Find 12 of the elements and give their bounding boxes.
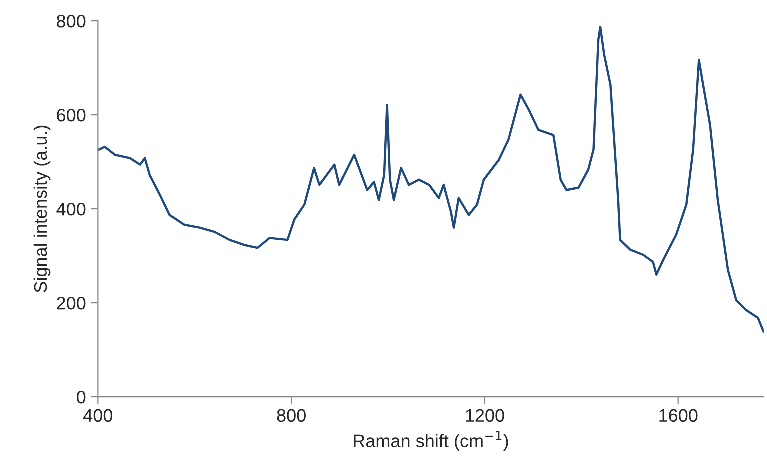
y-tick-label: 400	[56, 202, 86, 216]
x-tick-label: 800	[277, 409, 306, 422]
x-tick-label: 1600	[660, 409, 698, 422]
line-series	[98, 26, 764, 334]
y-tick-label: 800	[57, 15, 86, 28]
x-axis-title: Raman shift (cm$^{−1}$)	[354, 431, 508, 452]
y-tick-label: 0	[77, 390, 86, 404]
x-tick-label: 400	[84, 409, 113, 422]
x-tick-label: 1200	[466, 409, 504, 422]
y-tick-label: 200	[57, 296, 86, 310]
y-axis-title: Signal intensity (a.u.)	[34, 126, 51, 293]
y-tick-label: 600	[57, 108, 86, 122]
